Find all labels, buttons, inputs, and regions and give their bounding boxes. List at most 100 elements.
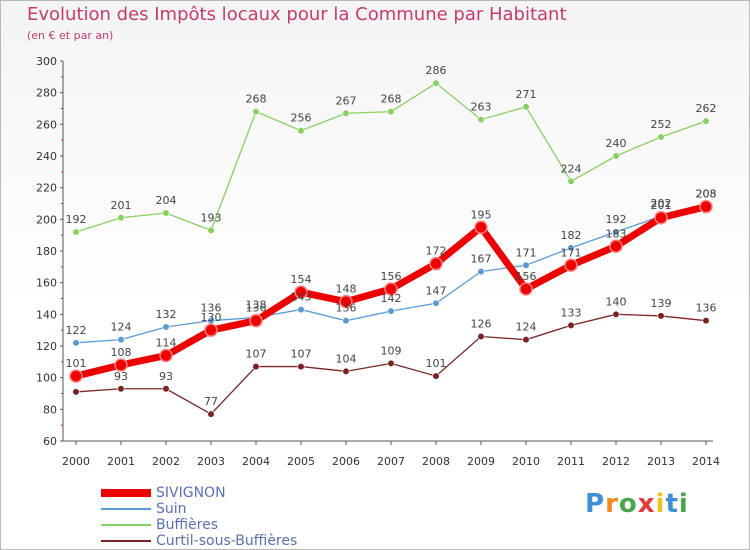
data-label-suin: 171 <box>516 246 537 259</box>
data-label-suin: 124 <box>111 321 132 334</box>
data-label-sivignon: 208 <box>696 188 717 201</box>
data-label-buffi-res: 268 <box>381 93 402 106</box>
data-label-sivignon: 114 <box>156 337 177 350</box>
data-point-suin <box>342 317 350 325</box>
series-sivignon <box>69 199 713 383</box>
proxiti-logo: Proxiti <box>585 489 689 519</box>
data-point-sivignon <box>114 358 128 372</box>
x-tick-label: 2010 <box>512 455 540 468</box>
data-point-sivignon <box>654 211 668 225</box>
logo-letter: o <box>618 489 638 519</box>
y-tick-label: 80 <box>43 403 57 416</box>
data-point-suin <box>387 307 395 315</box>
data-label-sivignon: 156 <box>381 270 402 283</box>
data-label-suin: 208 <box>696 188 717 201</box>
data-label-curtil-sous-buffi-res: 107 <box>291 348 312 361</box>
data-label-curtil-sous-buffi-res: 140 <box>606 295 627 308</box>
data-label-suin: 138 <box>246 299 267 312</box>
data-label-curtil-sous-buffi-res: 104 <box>336 352 357 365</box>
data-point-suin <box>477 267 485 276</box>
data-label-buffi-res: 240 <box>606 137 627 150</box>
data-point-curtil-sous-buffi-res <box>612 310 620 318</box>
chart-title: Evolution des Impôts locaux pour la Comm… <box>27 4 567 25</box>
data-point-buffi-res <box>432 79 440 87</box>
data-point-buffi-res <box>342 109 350 117</box>
data-label-buffi-res: 224 <box>561 162 582 175</box>
x-tick-label: 2014 <box>692 455 720 468</box>
logo-letter: t <box>665 489 679 519</box>
data-point-suin <box>297 305 305 314</box>
data-label-sivignon: 171 <box>561 246 582 259</box>
data-label-buffi-res: 204 <box>156 194 177 207</box>
data-label-suin: 132 <box>156 308 177 321</box>
logo-letter: i <box>655 489 666 519</box>
data-point-sivignon <box>159 348 173 363</box>
data-label-buffi-res: 267 <box>336 94 357 107</box>
axes: 60 80 100 120 140 160 180 200 220 240 260 280 300 200… <box>36 55 720 468</box>
logo-letter: i <box>678 489 689 519</box>
data-point-sivignon <box>69 369 83 383</box>
data-point-sivignon <box>384 282 398 296</box>
legend-label-buffi-res: Buffières <box>156 517 218 533</box>
data-label-suin: 147 <box>426 284 447 297</box>
data-label-buffi-res: 268 <box>246 93 267 106</box>
data-point-sivignon <box>564 258 578 272</box>
data-label-suin: 136 <box>336 302 357 315</box>
legend-swatch-suin <box>101 508 151 510</box>
data-point-sivignon <box>429 256 443 271</box>
data-point-buffi-res <box>567 177 575 185</box>
data-point-curtil-sous-buffi-res <box>72 388 80 396</box>
data-point-curtil-sous-buffi-res <box>342 367 350 375</box>
data-point-curtil-sous-buffi-res <box>297 362 305 371</box>
data-label-buffi-res: 256 <box>291 112 312 125</box>
legend-swatch-curtil-sous-buffi-res <box>101 540 151 542</box>
data-label-suin: 136 <box>201 302 222 315</box>
data-label-sivignon: 101 <box>66 357 87 370</box>
data-point-curtil-sous-buffi-res <box>207 410 215 418</box>
data-point-buffi-res <box>117 214 125 222</box>
data-point-curtil-sous-buffi-res <box>162 385 170 393</box>
x-tick-label: 2012 <box>602 455 630 468</box>
y-tick-label: 260 <box>36 118 57 131</box>
data-label-curtil-sous-buffi-res: 107 <box>246 348 267 361</box>
data-label-buffi-res: 192 <box>66 213 87 226</box>
data-label-curtil-sous-buffi-res: 126 <box>471 318 492 331</box>
logo-letter: P <box>585 489 606 519</box>
data-label-sivignon: 156 <box>516 270 537 283</box>
data-label-curtil-sous-buffi-res: 109 <box>381 344 402 357</box>
x-tick-label: 2002 <box>152 455 180 468</box>
data-point-sivignon <box>699 199 713 214</box>
x-tick-label: 2008 <box>422 455 450 468</box>
y-tick-label: 100 <box>36 372 57 385</box>
x-tick-label: 2000 <box>62 455 90 468</box>
data-point-curtil-sous-buffi-res <box>252 362 260 371</box>
data-point-buffi-res <box>477 115 485 124</box>
y-tick-label: 120 <box>36 340 57 353</box>
x-tick-label: 2013 <box>647 455 675 468</box>
data-label-sivignon: 154 <box>291 273 312 286</box>
data-label-sivignon: 195 <box>471 208 492 221</box>
data-label-suin: 142 <box>381 292 402 305</box>
line-chart: 60 80 100 120 140 160 180 200 220 240 260 280 300 200… <box>36 55 720 468</box>
legend-label-suin: Suin <box>156 501 187 517</box>
data-label-sivignon: 148 <box>336 283 357 296</box>
legend-label-curtil-sous-buffi-res: Curtil-sous-Buffières <box>156 533 298 549</box>
y-tick-label: 180 <box>36 245 57 258</box>
data-label-curtil-sous-buffi-res: 124 <box>516 321 537 334</box>
data-label-buffi-res: 286 <box>426 64 447 77</box>
data-point-suin <box>522 261 530 269</box>
data-point-suin <box>117 336 125 344</box>
y-tick-label: 280 <box>36 87 57 100</box>
data-label-sivignon: 108 <box>111 346 132 359</box>
x-tick-label: 2005 <box>287 455 315 468</box>
data-point-curtil-sous-buffi-res <box>567 321 575 330</box>
data-point-buffi-res <box>207 226 215 235</box>
data-point-sivignon <box>249 313 263 328</box>
data-label-curtil-sous-buffi-res: 93 <box>114 370 128 383</box>
data-point-buffi-res <box>297 127 305 135</box>
series-curtil-sous-buffi-res <box>72 310 710 418</box>
data-point-sivignon <box>474 220 488 234</box>
data-point-buffi-res <box>522 103 530 111</box>
